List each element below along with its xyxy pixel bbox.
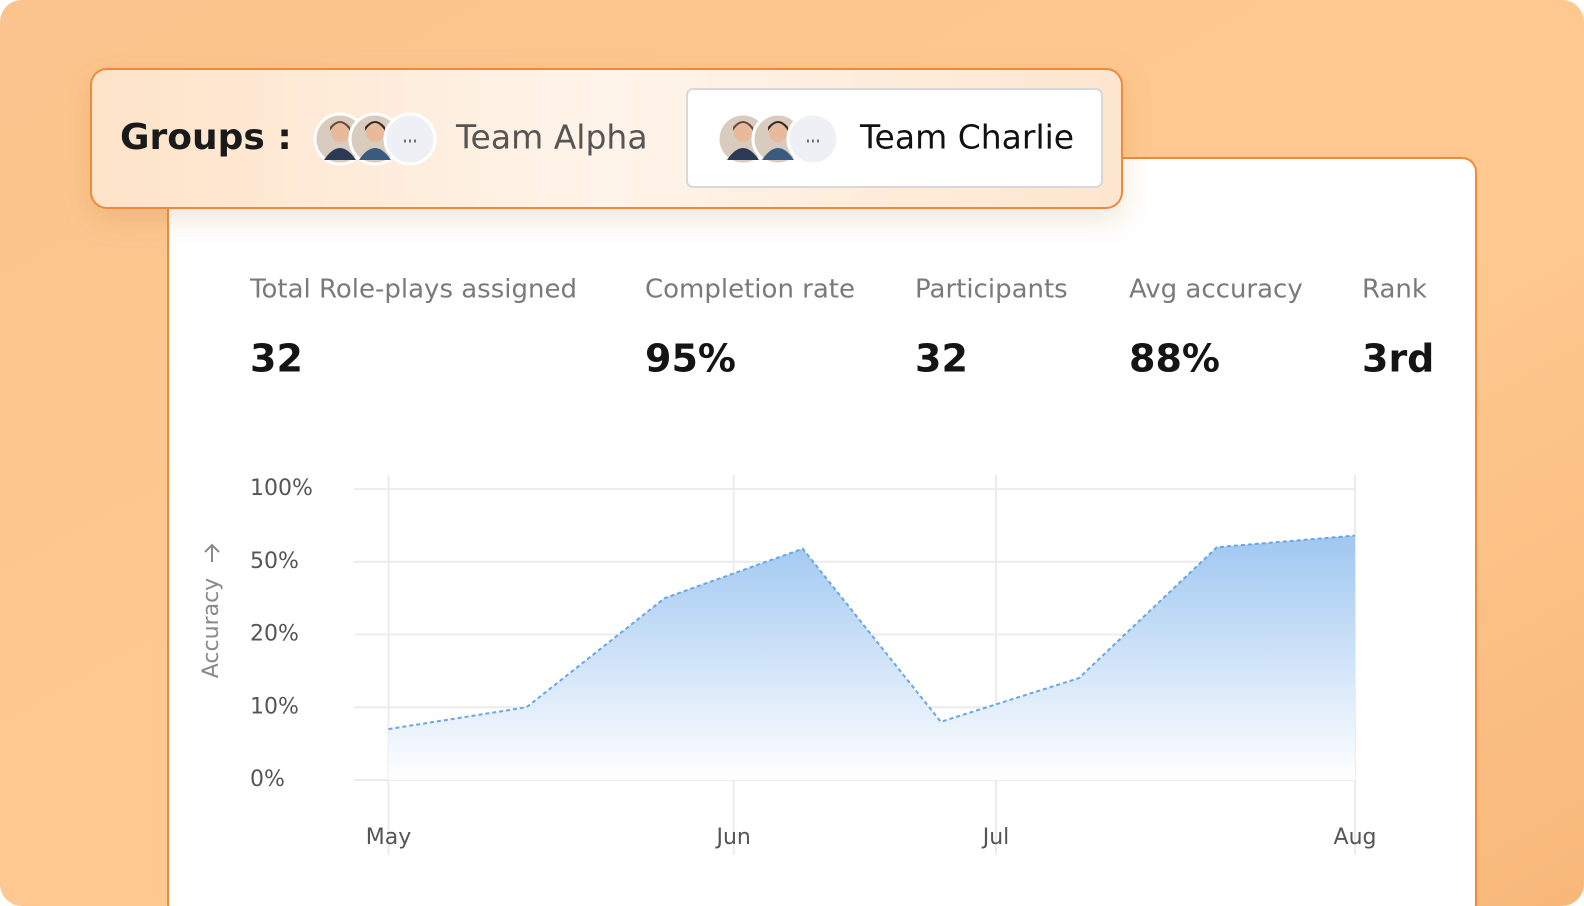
stat-label: Rank — [1362, 275, 1427, 305]
groups-label: Groups : — [120, 117, 292, 158]
stat-value: 95% — [645, 337, 736, 381]
stat-label: Completion rate — [645, 275, 855, 305]
avatar-hair — [768, 121, 788, 131]
team-name[interactable]: Team Alpha — [455, 118, 648, 157]
area — [388, 535, 1356, 780]
stat-label: Total Role-plays assigned — [249, 275, 577, 305]
y-axis-arrow — [204, 543, 220, 562]
avatar-hair — [365, 121, 385, 131]
x-tick-label: Jul — [981, 825, 1010, 850]
avatar — [786, 112, 840, 166]
avatar-hair — [733, 121, 753, 131]
avatar-body — [727, 148, 759, 160]
avatar-face — [769, 124, 787, 142]
x-tick-label: May — [366, 825, 411, 850]
dashboard-card — [167, 157, 1477, 906]
avatar-body — [762, 148, 794, 160]
avatar-body — [324, 148, 356, 160]
stat-value: 88% — [1129, 337, 1220, 381]
line — [388, 534, 1356, 731]
y-tick-label: 10% — [250, 694, 299, 719]
avatar-face — [366, 124, 384, 142]
stat-value: 32 — [250, 337, 303, 381]
avatar — [383, 112, 437, 166]
avatar-face — [734, 124, 752, 142]
y-tick-label: 50% — [250, 549, 299, 574]
x-tick-label: Jun — [715, 825, 751, 850]
stat-label: Participants — [915, 275, 1068, 305]
content: Groups : Team Alpha Team Charlie Total Role… — [120, 88, 1434, 855]
avatar-face — [331, 124, 349, 142]
team-tab-selected[interactable] — [686, 88, 1103, 188]
avatar-hair — [330, 121, 350, 131]
stat-label: Avg accuracy — [1129, 275, 1303, 305]
stat-value: 32 — [915, 337, 968, 381]
stat-value: 3rd — [1362, 337, 1434, 381]
y-axis-title: Accuracy — [199, 578, 224, 678]
team-name[interactable]: Team Charlie — [859, 118, 1074, 157]
y-tick-label: 20% — [250, 622, 299, 647]
avatar-body — [359, 148, 391, 160]
y-tick-label: 0% — [250, 767, 285, 792]
y-tick-label: 100% — [250, 476, 313, 501]
x-tick-label: Aug — [1334, 825, 1377, 850]
